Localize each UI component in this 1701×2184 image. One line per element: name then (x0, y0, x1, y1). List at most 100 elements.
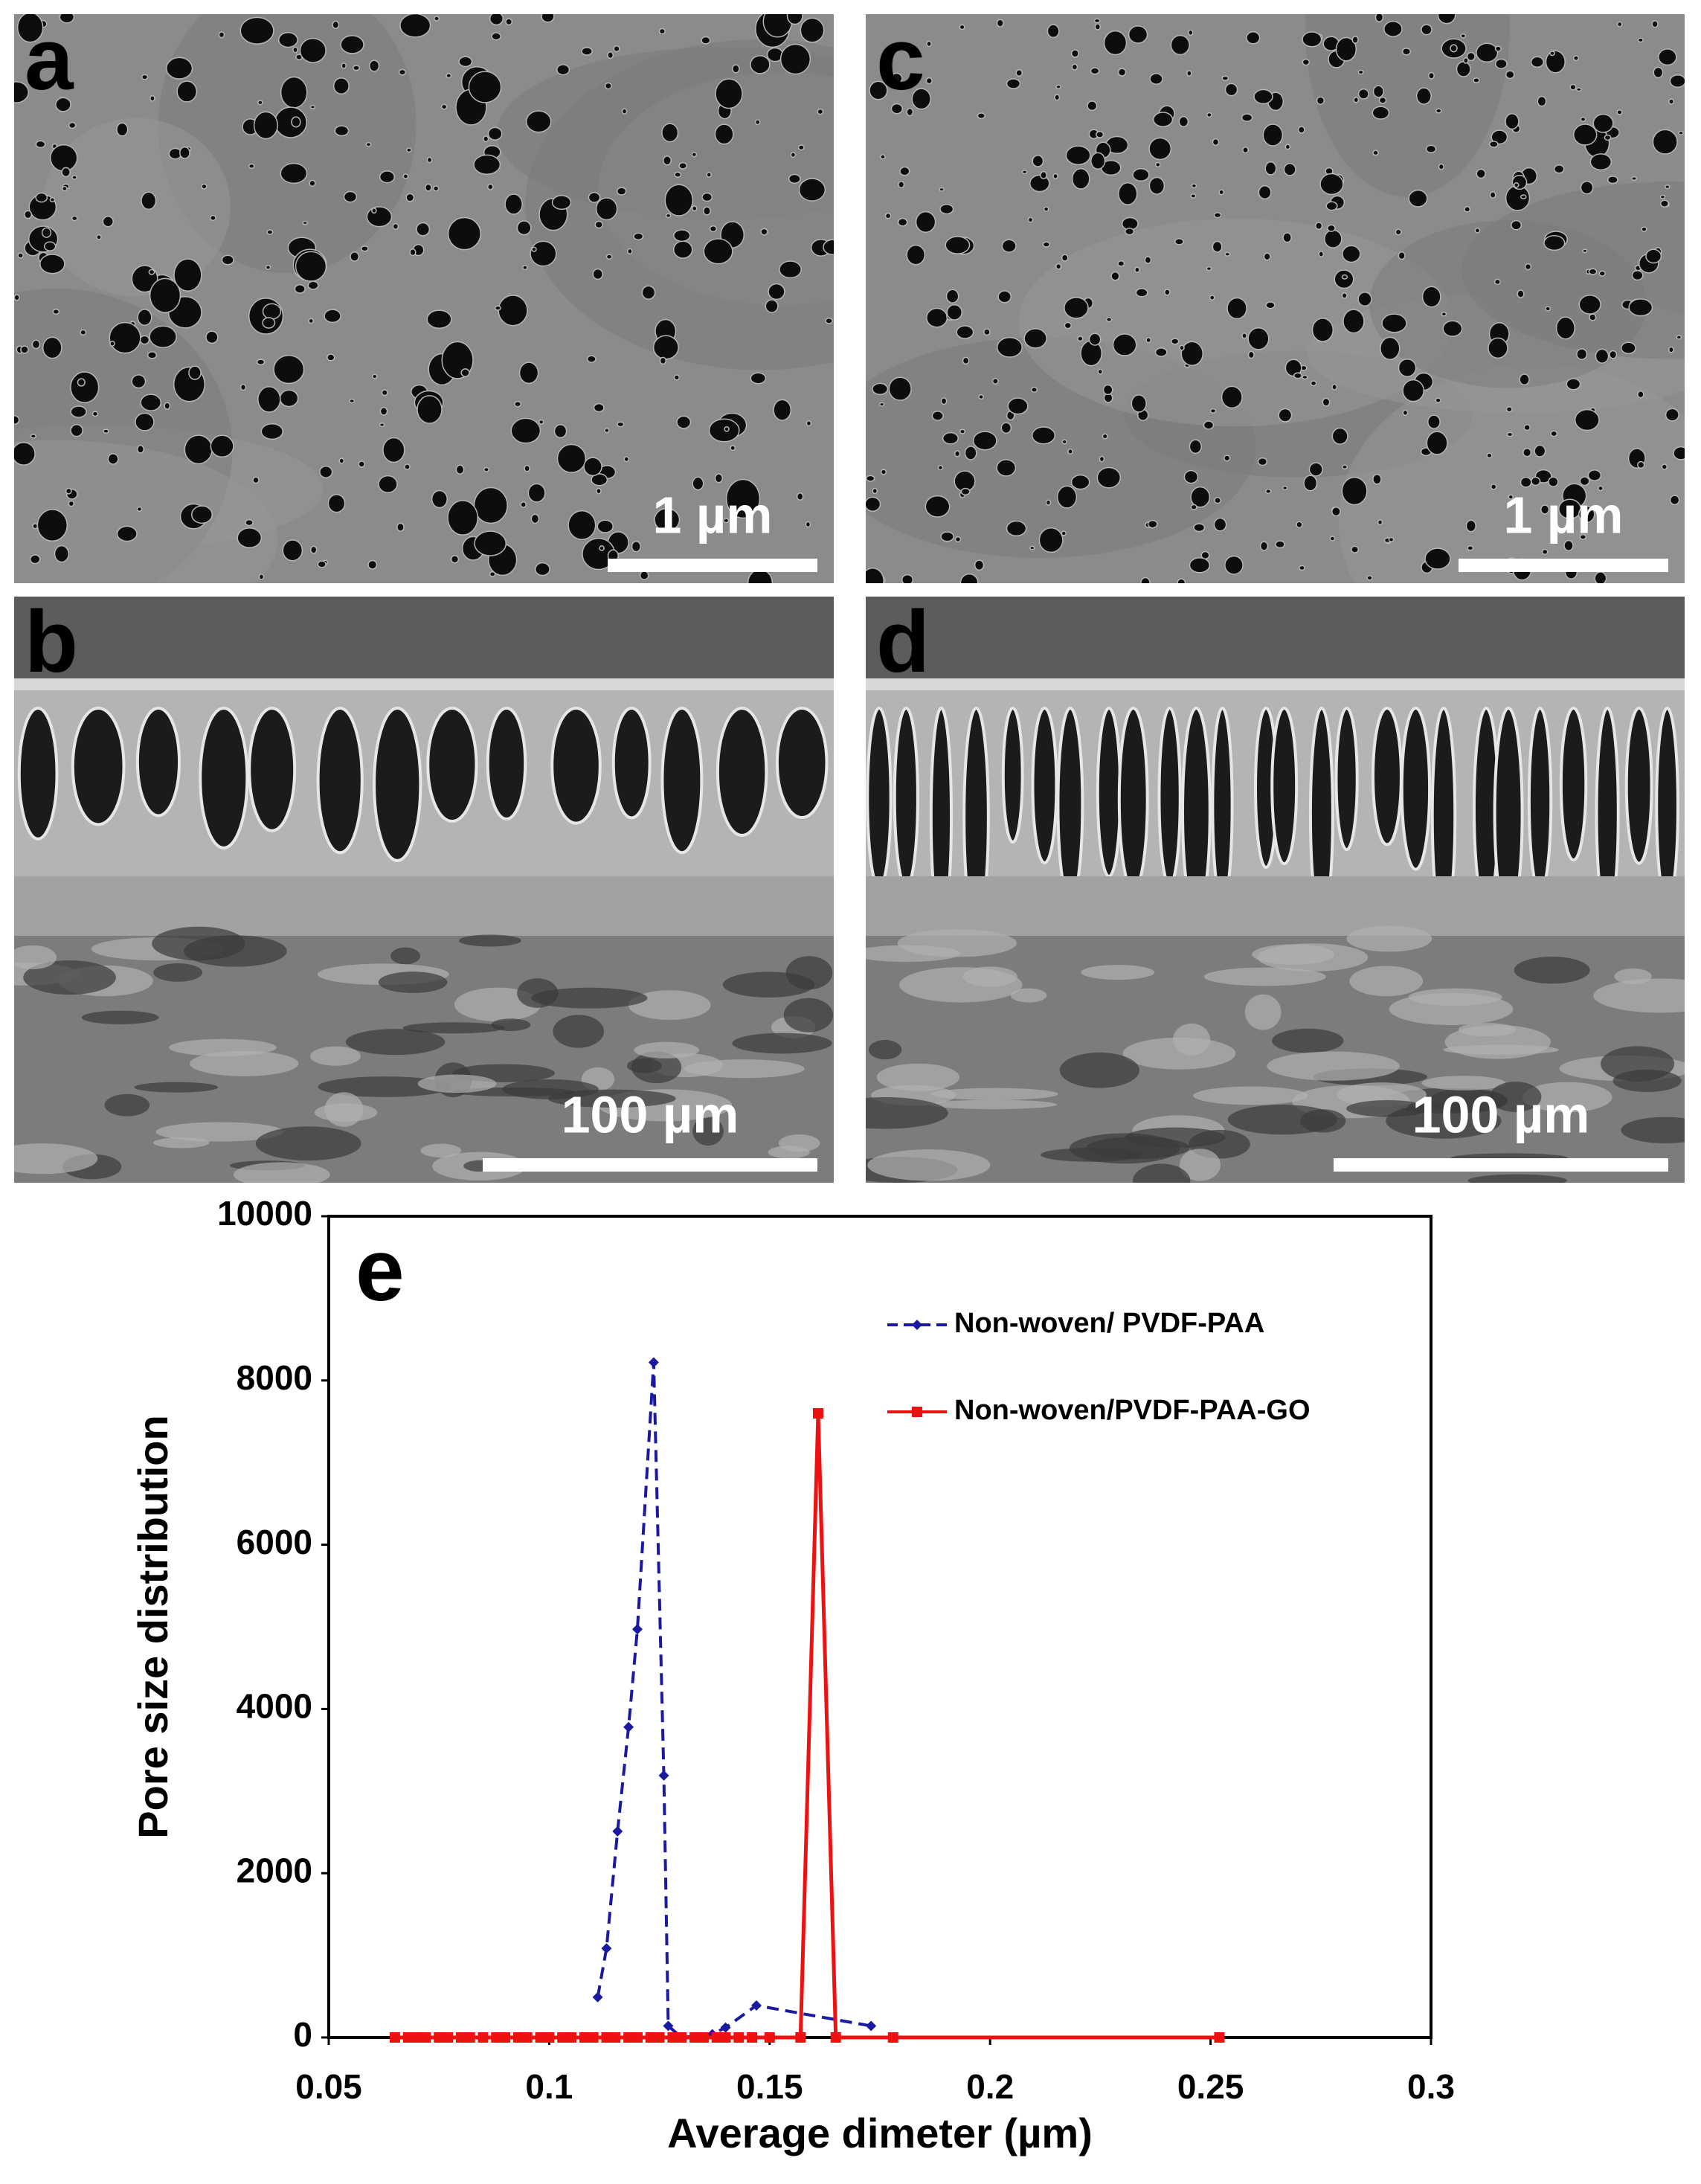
sem-pore (731, 64, 740, 74)
sem-pore (1303, 475, 1318, 492)
sem-pore (1511, 219, 1522, 231)
sem-fibre (491, 1018, 531, 1031)
sem-macrovoid (373, 707, 422, 862)
sem-fibre (1522, 1082, 1612, 1113)
sem-pore (1331, 507, 1341, 517)
sem-pore (434, 16, 440, 22)
sem-pore (553, 424, 567, 439)
sem-pore (1548, 476, 1559, 487)
sem-pore (1308, 462, 1323, 477)
sem-macrovoid (550, 706, 602, 825)
sem-dense-layer (866, 876, 1685, 936)
sem-pore (282, 539, 303, 562)
sem-pore (1592, 113, 1614, 133)
data-point (648, 1357, 659, 1368)
sem-pore (109, 340, 115, 347)
sem-pore (1491, 129, 1508, 145)
data-point (887, 2032, 898, 2043)
sem-pore (1071, 167, 1090, 190)
sem-fibre (547, 1089, 676, 1108)
sem-fibre (81, 1010, 159, 1024)
sem-pore (1154, 347, 1168, 357)
sem-pore (817, 108, 824, 115)
sem-pore (530, 513, 540, 524)
sem-pore (1505, 113, 1520, 130)
data-point (720, 2022, 731, 2033)
sem-pore (1316, 96, 1325, 105)
sem-pore (956, 325, 974, 339)
sem-pore (1438, 163, 1444, 170)
sem-pore (378, 475, 398, 494)
sem-pore (1064, 321, 1072, 330)
sem-pore (402, 173, 409, 179)
data-point (623, 1721, 634, 1732)
data-point (720, 2032, 731, 2043)
sem-pore (1065, 145, 1091, 166)
sem-pore (1265, 488, 1272, 495)
sem-pore (1284, 144, 1291, 150)
sem-pore (61, 167, 71, 178)
sem-pore (1209, 408, 1217, 414)
sem-pore (1064, 297, 1089, 319)
sem-pore (1550, 430, 1558, 437)
sem-pore (1660, 199, 1669, 208)
sem-fibre (1252, 944, 1335, 965)
sem-pore (1206, 112, 1212, 118)
sem-pore (1637, 391, 1644, 399)
sem-pore (1282, 232, 1293, 243)
sem-pore (1052, 173, 1058, 179)
sem-pore (1351, 545, 1360, 553)
sem-macrovoid (1211, 707, 1234, 905)
sem-pore (937, 464, 944, 471)
sem-pore (1190, 193, 1197, 199)
sem-macrovoid (486, 707, 527, 820)
sem-pore (701, 36, 711, 45)
sem-pore (1357, 88, 1369, 100)
sem-image (14, 14, 834, 583)
sem-pore (1473, 77, 1480, 83)
sem-pore (140, 394, 162, 411)
sem-pore (1147, 519, 1158, 529)
sem-pore (487, 183, 494, 190)
sem-pore (1669, 495, 1680, 506)
sem-pore (977, 112, 985, 120)
sem-pore (906, 244, 926, 266)
sem-pore (116, 122, 129, 137)
sem-pore (946, 304, 962, 321)
data-point (455, 2032, 466, 2043)
sem-pore (1099, 455, 1105, 463)
sem-fibre (1059, 1052, 1139, 1088)
scale-bar (483, 1158, 817, 1172)
sem-pore (17, 252, 24, 259)
sem-pore (1029, 545, 1035, 550)
sem-pore (825, 317, 833, 324)
sem-pore (1398, 358, 1417, 377)
sem-fibre (783, 998, 834, 1032)
sem-pore (1415, 87, 1432, 105)
sem-pore (1247, 350, 1255, 359)
sem-pore (1144, 256, 1152, 264)
sem-pore (516, 220, 532, 236)
sem-pore (1659, 194, 1666, 199)
sem-pore (754, 119, 761, 126)
sem-pore (1140, 576, 1151, 583)
sem-pore (1437, 14, 1456, 25)
sem-pore (35, 140, 46, 149)
sem-pore (148, 269, 155, 275)
sem-fibre (420, 1143, 462, 1157)
sem-pore (1006, 78, 1021, 89)
sem-pore (173, 258, 202, 292)
sem-macrovoid (1372, 707, 1403, 847)
sem-pore (91, 411, 99, 417)
sem-pore (1402, 409, 1409, 416)
sem-pore (136, 506, 143, 513)
sem-pore (1607, 176, 1618, 184)
sem-pore (239, 16, 274, 45)
sem-pore (365, 141, 372, 147)
sem-shade (1369, 220, 1647, 388)
data-point (711, 2032, 722, 2043)
sem-pore (483, 466, 489, 472)
data-point (689, 2032, 701, 2043)
sem-pore (1246, 31, 1261, 45)
sem-fibre (868, 1040, 902, 1060)
